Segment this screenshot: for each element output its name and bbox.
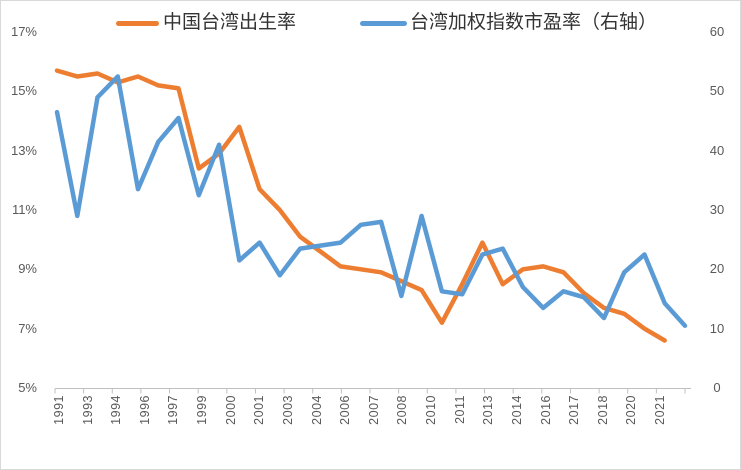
series-line-birth-rate [54, 68, 667, 343]
y-axis-label-right: 10 [709, 320, 725, 336]
x-axis-label: 2020 [624, 395, 639, 425]
x-axis-label: 2001 [252, 395, 267, 425]
x-axis-label: 2010 [424, 395, 439, 425]
x-axis-label: 2000 [223, 395, 238, 425]
x-axis-label: 1997 [166, 395, 181, 425]
x-axis-label: 1999 [195, 395, 210, 425]
x-axis-label: 2004 [309, 395, 324, 425]
x-axis-label: 1993 [80, 395, 95, 425]
legend-swatch-pe-ratio [360, 21, 407, 26]
legend-swatch-birth-rate [116, 21, 159, 26]
y-axis-label-left: 17% [10, 24, 37, 39]
x-axis-label: 2013 [481, 395, 496, 425]
series-line-pe-ratio [54, 74, 688, 328]
legend-label-pe-ratio: 台湾加权指数市盈率（右轴） [410, 12, 658, 33]
x-axis-label: 2011 [452, 395, 467, 424]
y-axis-label-right: 50 [709, 83, 725, 99]
x-axis-label: 2018 [595, 395, 610, 425]
y-axis-label-left: 13% [10, 142, 37, 158]
y-axis-label-left: 11% [11, 202, 37, 217]
y-axis-label-right: 40 [709, 142, 725, 158]
x-axis-label: 2003 [280, 395, 295, 425]
y-axis-label-left: 5% [18, 380, 37, 395]
y-axis-label-right: 60 [709, 24, 725, 39]
x-axis-label: 1994 [109, 395, 124, 425]
legend-label-birth-rate: 中国台湾出生率 [163, 12, 297, 33]
y-axis-label-right: 0 [713, 380, 721, 395]
y-axis-label-left: 9% [18, 261, 37, 277]
y-axis-label-right: 20 [709, 261, 725, 277]
x-axis-label: 2007 [366, 395, 381, 425]
x-axis-label: 1991 [52, 395, 66, 425]
x-axis-label: 2014 [509, 395, 524, 425]
x-axis-label: 2008 [395, 395, 410, 425]
y-axis-label-left: 7% [18, 320, 37, 336]
x-axis-label: 1996 [137, 395, 152, 425]
x-axis-label: 2006 [338, 395, 353, 425]
x-axis-label: 2021 [653, 395, 668, 425]
y-axis-label-left: 15% [10, 83, 37, 99]
y-axis-label-right: 30 [709, 202, 725, 217]
x-axis-label: 2016 [538, 395, 553, 425]
x-axis-label: 2017 [567, 395, 582, 425]
